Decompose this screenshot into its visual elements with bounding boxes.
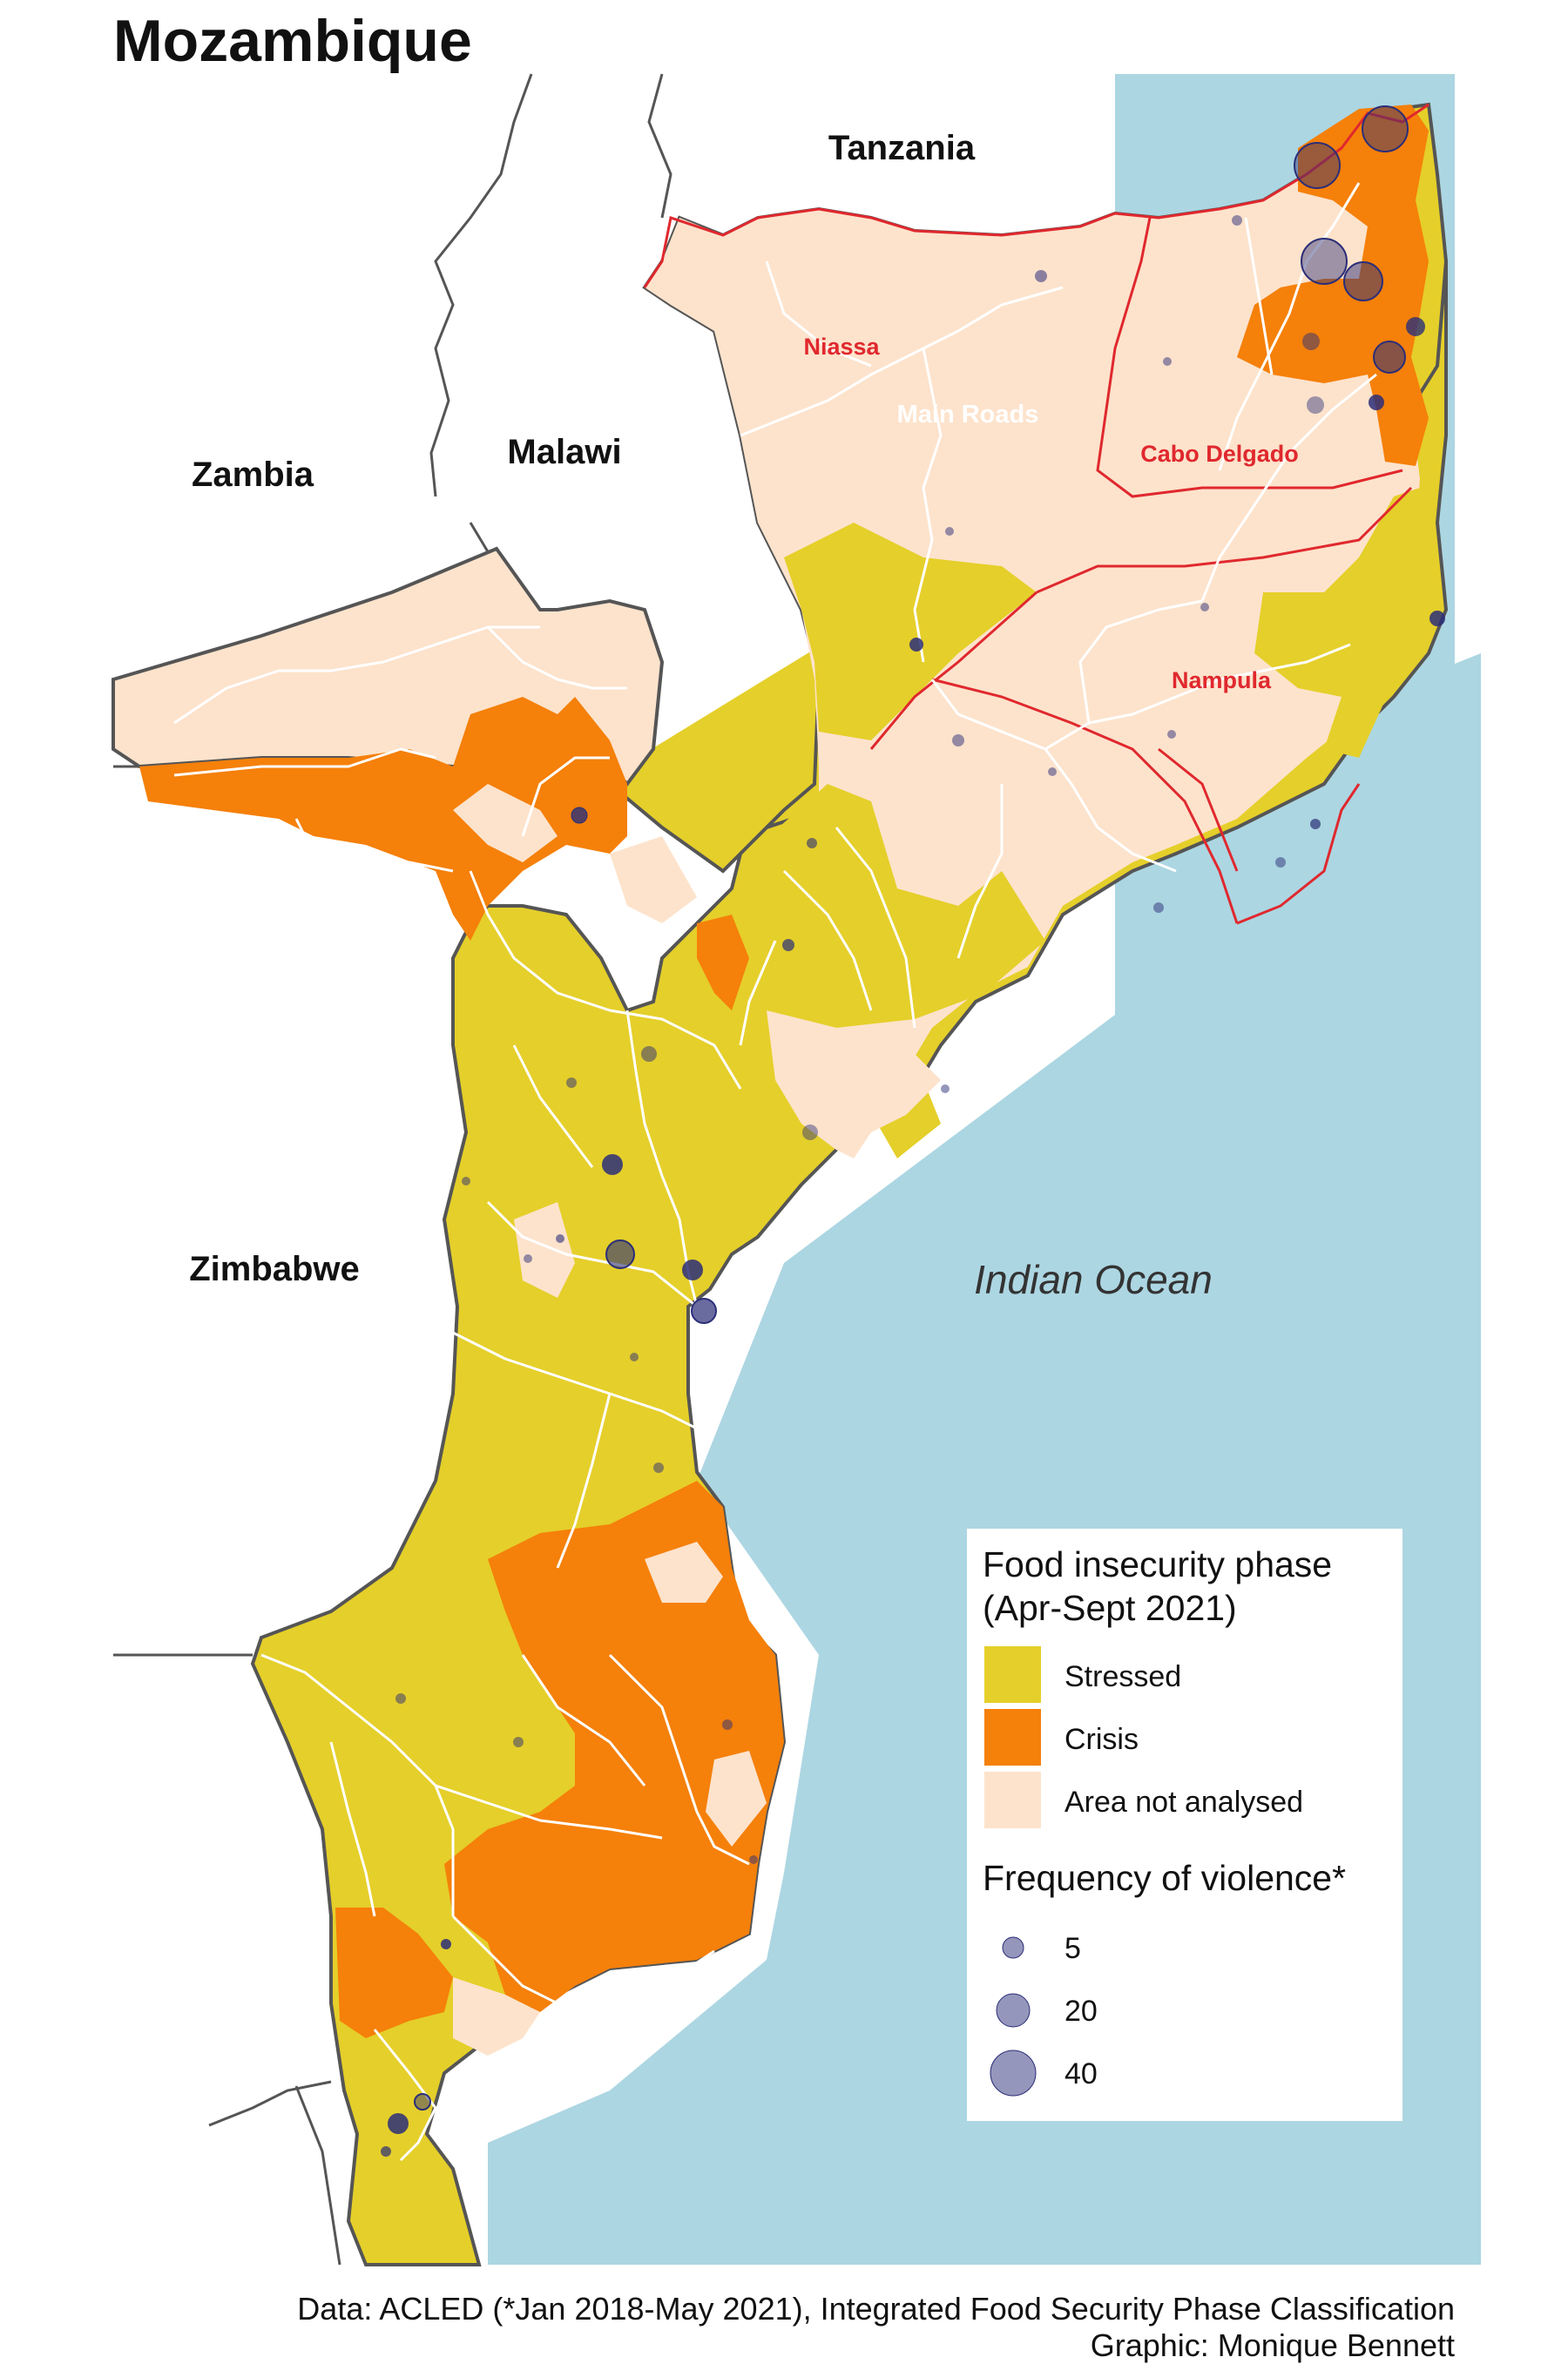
caption-credit: Graphic: Monique Bennett	[1090, 2327, 1455, 2363]
not-analysed-tete-south	[610, 836, 697, 923]
violence-dot	[571, 807, 588, 824]
label-cabo-delgado: Cabo Delgado	[1140, 441, 1299, 467]
violence-dot	[1200, 603, 1209, 611]
violence-dot	[1307, 396, 1324, 414]
violence-dot	[1302, 333, 1320, 350]
violence-dot	[395, 1693, 406, 1704]
violence-dot	[1429, 611, 1445, 626]
violence-dot	[566, 1077, 577, 1088]
violence-dot	[682, 1260, 703, 1280]
violence-dot	[462, 1177, 470, 1185]
violence-dot	[1048, 767, 1057, 776]
label-ocean: Indian Ocean	[974, 1257, 1213, 1302]
legend-phase-title-1: Food insecurity phase	[983, 1544, 1332, 1584]
legend-dot-5	[1002, 1936, 1024, 1959]
violence-dot	[1373, 341, 1406, 374]
legend-size-5: 5	[1064, 1932, 1081, 1965]
violence-dot	[945, 527, 954, 536]
violence-dot	[691, 1298, 717, 1324]
main-roads	[173, 182, 1377, 2162]
crisis-tete-east	[697, 915, 749, 1010]
not-analysed-inhambane-2	[706, 1751, 767, 1847]
not-analysed-inhambane	[645, 1542, 723, 1603]
not-analysed-maputo	[453, 1977, 540, 2056]
legend-size-20: 20	[1064, 1995, 1098, 2028]
violence-dot	[388, 2113, 409, 2134]
violence-dot	[1232, 215, 1242, 226]
label-tanzania: Tanzania	[828, 129, 976, 167]
crisis-tete	[139, 697, 627, 941]
north-stressed-nampula	[1254, 488, 1429, 758]
not-analysed-tete-patch	[453, 784, 558, 862]
violence-dot	[941, 1084, 950, 1093]
central-stressed-1	[749, 784, 1045, 1028]
violence-dot	[722, 1719, 733, 1730]
violence-dot	[1275, 857, 1286, 868]
violence-dot	[441, 1939, 451, 1949]
crisis-cabo-delgado	[1237, 105, 1429, 466]
label-zambia: Zambia	[192, 456, 314, 494]
violence-dot	[653, 1462, 664, 1473]
label-main-roads: Main Roads	[897, 401, 1039, 429]
violence-dot	[1035, 270, 1047, 282]
legend-size-40: 40	[1064, 2057, 1098, 2090]
caption-source: Data: ACLED (*Jan 2018-May 2021), Integr…	[297, 2291, 1455, 2327]
legend-swatch-not-analysed	[984, 1772, 1041, 1828]
label-zimbabwe: Zimbabwe	[189, 1250, 360, 1288]
not-analysed-coast	[767, 1010, 941, 1158]
legend-label-stressed: Stressed	[1064, 1660, 1181, 1693]
violence-dot	[1153, 902, 1164, 913]
north-stressed-niassa	[784, 523, 1037, 740]
violence-dot	[807, 838, 817, 848]
label-malawi: Malawi	[507, 433, 621, 471]
legend: Food insecurity phase (Apr-Sept 2021) St…	[967, 1529, 1402, 2121]
violence-dot	[602, 1154, 623, 1175]
not-analysed-sofala	[514, 1202, 575, 1298]
violence-dot	[513, 1737, 524, 1747]
legend-dot-20	[996, 1993, 1031, 2028]
label-niassa: Niassa	[803, 334, 880, 360]
violence-dot	[605, 1239, 635, 1269]
violence-dot	[1369, 395, 1384, 410]
legend-dot-40	[990, 2050, 1037, 2097]
violence-dot	[909, 638, 923, 652]
violence-dot	[381, 2146, 391, 2157]
violence-dot	[630, 1353, 639, 1361]
violence-dot	[1362, 105, 1409, 152]
legend-swatch-stressed	[984, 1646, 1041, 1703]
violence-dot	[641, 1046, 657, 1062]
violence-dots	[381, 105, 1445, 2157]
legend-label-not-analysed: Area not analysed	[1064, 1786, 1303, 1819]
violence-dot	[556, 1234, 564, 1243]
violence-dot	[414, 2093, 431, 2111]
legend-phase-title-2: (Apr-Sept 2021)	[983, 1588, 1237, 1628]
violence-dot	[1310, 819, 1321, 829]
violence-dot	[782, 939, 794, 951]
violence-dot	[1163, 357, 1172, 366]
violence-dot	[1343, 261, 1383, 301]
province-borders	[643, 103, 1429, 925]
legend-swatch-crisis	[984, 1709, 1041, 1766]
violence-dot	[952, 734, 964, 746]
crisis-maputo	[335, 1908, 453, 2038]
violence-dot	[524, 1254, 532, 1263]
violence-dot	[1294, 142, 1341, 189]
caption: Data: ACLED (*Jan 2018-May 2021), Integr…	[297, 2291, 1455, 2364]
violence-dot	[1301, 238, 1348, 285]
map-title: Mozambique	[113, 8, 472, 74]
legend-violence-title: Frequency of violence*	[983, 1858, 1346, 1898]
legend-label-crisis: Crisis	[1064, 1723, 1139, 1756]
violence-dot	[1167, 730, 1176, 739]
violence-dot	[749, 1855, 758, 1864]
label-nampula: Nampula	[1172, 667, 1272, 693]
violence-dot	[1406, 317, 1425, 336]
violence-dot	[802, 1125, 818, 1140]
